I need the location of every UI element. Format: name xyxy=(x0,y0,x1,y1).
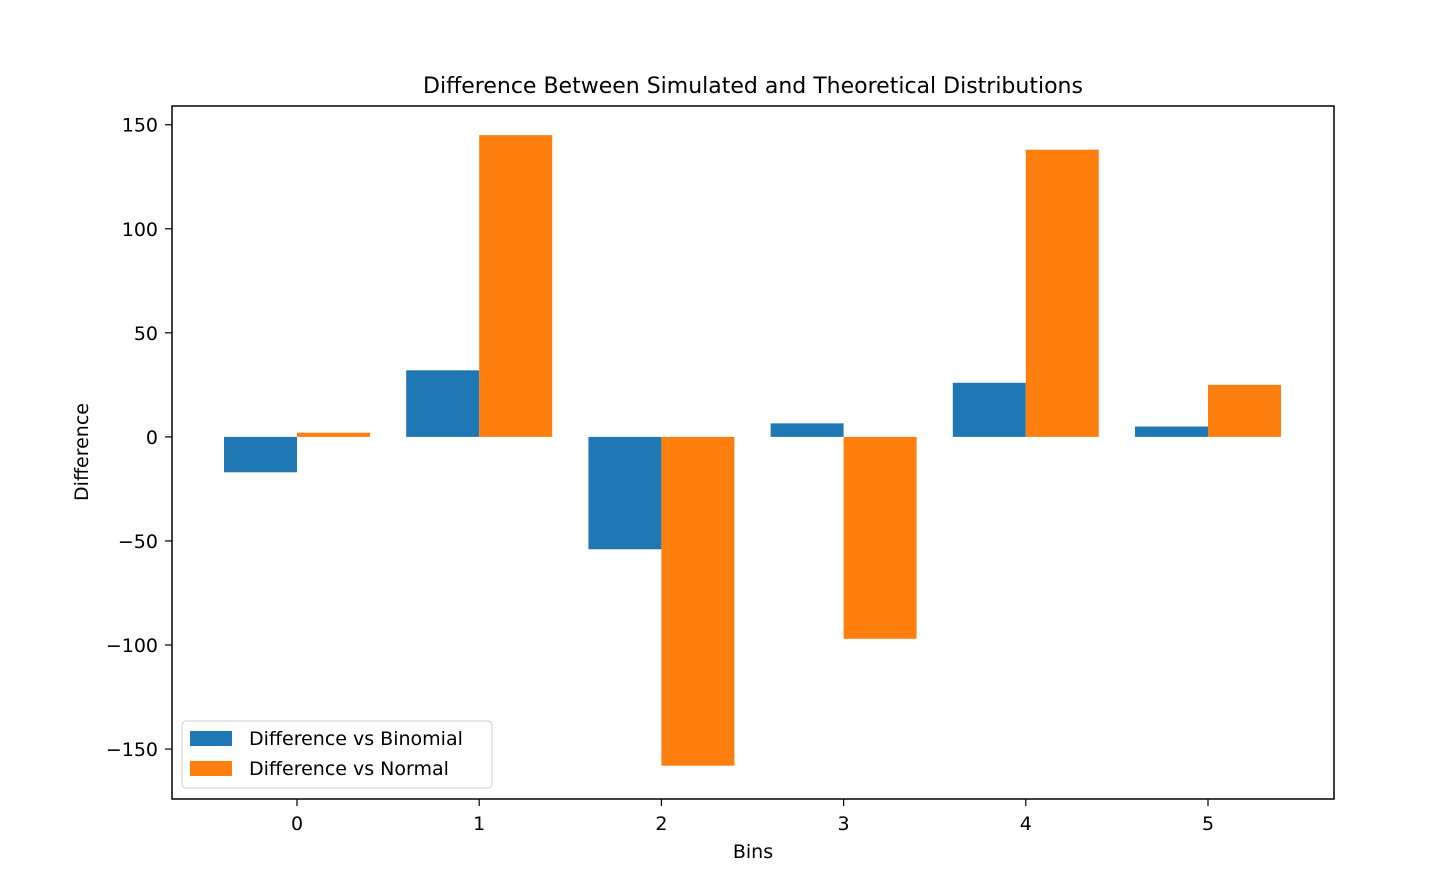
bar-series-1-bin-2 xyxy=(661,436,735,766)
bar-series-0-bin-2 xyxy=(588,436,662,550)
y-tick-label: 0 xyxy=(146,427,158,449)
plot-frame xyxy=(171,105,1335,800)
y-tick-label: −50 xyxy=(118,531,158,553)
bar-series-1-bin-3 xyxy=(843,436,917,639)
y-axis-label: Difference xyxy=(71,403,93,501)
bar-series-1-bin-4 xyxy=(1025,149,1099,437)
bar-series-0-bin-0 xyxy=(224,436,297,473)
y-tick-label: 150 xyxy=(122,115,158,137)
chart-title: Difference Between Simulated and Theoret… xyxy=(423,74,1083,99)
legend-box xyxy=(181,720,493,789)
x-tick-label: 1 xyxy=(473,813,485,835)
legend-label-binomial: Difference vs Binomial xyxy=(249,728,463,750)
legend-swatch-normal xyxy=(190,761,232,776)
bar-series-0-bin-3 xyxy=(770,423,844,437)
y-tick-label: −150 xyxy=(106,739,158,761)
y-axis: −150 −100 −50 0 50 100 150 xyxy=(106,115,172,761)
x-tick-label: 3 xyxy=(838,813,850,835)
bar-series-0-bin-4 xyxy=(952,382,1026,437)
bar-series-1-bin-0 xyxy=(297,432,370,437)
legend-swatch-binomial xyxy=(190,731,232,746)
bar-series-1-bin-5 xyxy=(1208,384,1281,437)
bar-series-1-bin-1 xyxy=(479,135,553,437)
bar-series-0-bin-1 xyxy=(406,370,480,437)
legend-label-normal: Difference vs Normal xyxy=(249,758,449,780)
y-tick-label: 100 xyxy=(122,219,158,241)
x-tick-label: 4 xyxy=(1020,813,1032,835)
x-tick-label: 5 xyxy=(1202,813,1214,835)
x-tick-label: 0 xyxy=(291,813,303,835)
x-tick-label: 2 xyxy=(655,813,667,835)
bar-series-0-bin-5 xyxy=(1135,426,1208,437)
y-tick-label: −100 xyxy=(106,635,158,657)
x-axis-label: Bins xyxy=(733,841,773,863)
y-tick-label: 50 xyxy=(134,323,158,345)
bars-group xyxy=(224,135,1281,766)
legend: Difference vs Binomial Difference vs Nor… xyxy=(181,720,493,789)
x-axis: 0 1 2 3 4 5 xyxy=(291,799,1214,835)
